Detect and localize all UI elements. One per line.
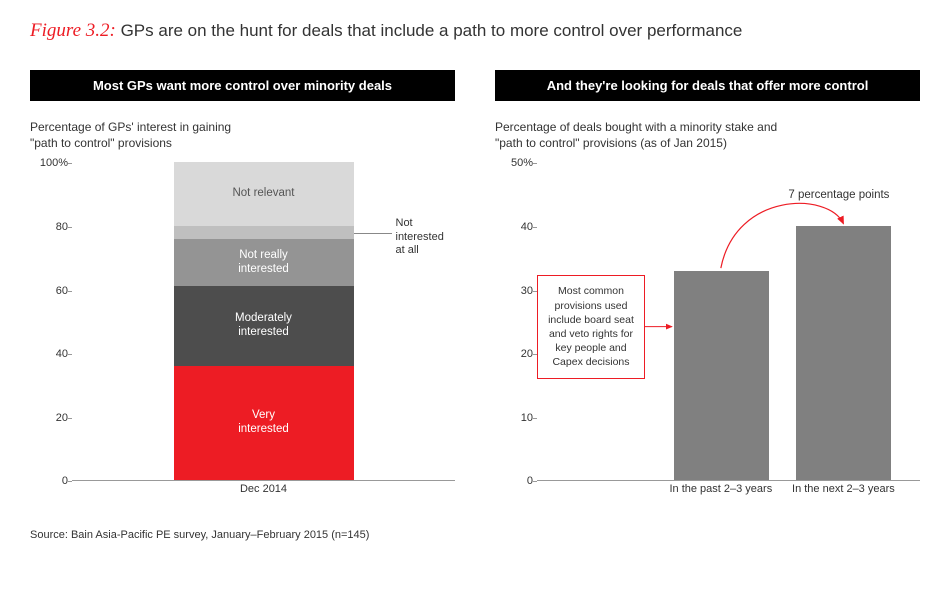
figure-title: Figure 3.2: GPs are on the hunt for deal… <box>30 20 920 42</box>
right-panel-header: And they're looking for deals that offer… <box>495 70 920 101</box>
panels-row: Most GPs want more control over minority… <box>30 70 920 503</box>
right-x-axis: In the past 2–3 years In the next 2–3 yea… <box>537 483 920 503</box>
left-subtitle: Percentage of GPs' interest in gaining"p… <box>30 119 455 151</box>
left-panel: Most GPs want more control over minority… <box>30 70 455 503</box>
stack-segment <box>174 226 354 239</box>
y-tick-label: 80 <box>56 221 68 233</box>
right-chart: 7 percentage points Most common provision… <box>495 163 920 503</box>
segment-side-label: Notinterestedat all <box>396 217 444 257</box>
y-tick-label: 0 <box>527 475 533 487</box>
stack-segment: Veryinterested <box>174 366 354 480</box>
annotation-leader-line <box>354 233 392 234</box>
right-subtitle: Percentage of deals bought with a minori… <box>495 119 920 151</box>
y-tick-label: 60 <box>56 285 68 297</box>
y-tick-label: 20 <box>56 412 68 424</box>
y-tick-label: 100% <box>40 157 68 169</box>
y-tick-label: 30 <box>521 285 533 297</box>
y-tick-label: 10 <box>521 412 533 424</box>
x-tick-label: In the next 2–3 years <box>792 483 895 495</box>
stack-segment: Not relevant <box>174 162 354 226</box>
y-tick-label: 0 <box>62 475 68 487</box>
y-tick-label: 40 <box>521 221 533 233</box>
left-plot-area: Not relevant Not reallyinterestedModerate… <box>72 163 455 481</box>
stack-segment: Moderatelyinterested <box>174 286 354 366</box>
right-plot-area: 7 percentage points Most common provision… <box>537 163 920 481</box>
diff-annotation: 7 percentage points <box>788 189 889 201</box>
y-tick-label: 40 <box>56 348 68 360</box>
stack-segment: Not reallyinterested <box>174 239 354 287</box>
callout-box: Most common provisions used include boar… <box>537 275 645 378</box>
bar <box>674 271 769 481</box>
y-tick-label: 50% <box>511 157 533 169</box>
stacked-bar: Not relevant Not reallyinterestedModerate… <box>174 162 354 480</box>
left-x-label: Dec 2014 <box>240 483 287 495</box>
left-panel-header: Most GPs want more control over minority… <box>30 70 455 101</box>
left-chart: Not relevant Not reallyinterestedModerate… <box>30 163 455 503</box>
y-tick-label: 20 <box>521 348 533 360</box>
x-tick-label: In the past 2–3 years <box>669 483 772 495</box>
right-panel: And they're looking for deals that offer… <box>495 70 920 503</box>
source-note: Source: Bain Asia-Pacific PE survey, Jan… <box>30 529 920 541</box>
figure-number: Figure 3.2: <box>30 20 116 41</box>
bar <box>796 226 891 480</box>
left-x-axis: Dec 2014 <box>72 483 455 503</box>
figure-text: GPs are on the hunt for deals that inclu… <box>121 21 743 40</box>
